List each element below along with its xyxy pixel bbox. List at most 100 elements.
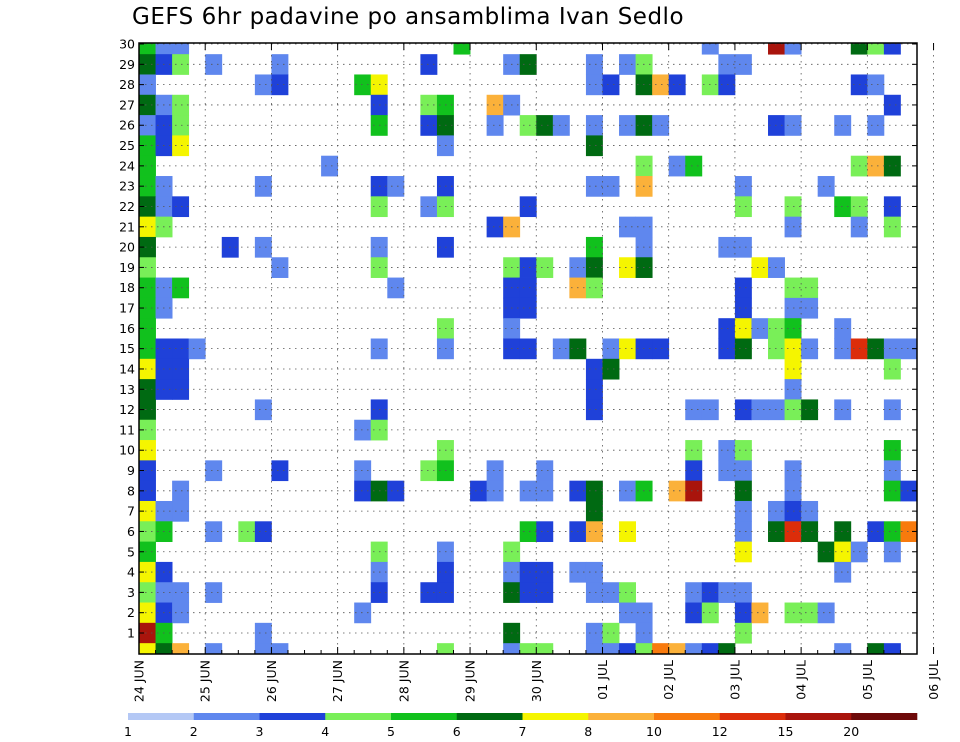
heatmap-cell [139, 643, 156, 655]
heatmap-cell [734, 236, 752, 258]
y-tick-label: 29 [119, 57, 135, 72]
heatmap-cell [254, 176, 272, 197]
heatmap-cell [536, 480, 554, 502]
heatmap-cell [254, 643, 272, 655]
heatmap-cell [172, 338, 190, 360]
heatmap-cell [685, 460, 703, 482]
heatmap-cell [552, 338, 570, 360]
heatmap-cell [834, 521, 852, 542]
heatmap-cell [635, 643, 653, 655]
colorbar-segment [193, 713, 260, 720]
heatmap-cell [602, 622, 620, 644]
heatmap-cell [801, 297, 819, 319]
heatmap-cell [718, 54, 736, 75]
heatmap-cell [734, 176, 752, 197]
heatmap-cell [619, 257, 636, 278]
heatmap-cell [734, 480, 752, 502]
colorbar-segment [785, 713, 852, 720]
heatmap-cell [718, 440, 736, 461]
colorbar-label: 3 [256, 724, 264, 739]
colorbar-label: 8 [584, 724, 592, 739]
y-tick-label: 16 [119, 321, 135, 336]
heatmap-cell [734, 602, 752, 624]
heatmap-cell [734, 54, 752, 75]
heatmap-cell [139, 338, 156, 360]
y-tick-label: 6 [127, 524, 135, 539]
y-tick-label: 14 [119, 361, 135, 376]
heatmap-cell [602, 643, 620, 655]
y-tick-label: 20 [119, 240, 135, 255]
heatmap-cell [834, 561, 852, 583]
x-tick-label: 26 JUN [264, 660, 279, 702]
heatmap-cell [867, 115, 885, 136]
y-tick-label: 21 [119, 219, 135, 234]
heatmap-cell [652, 115, 670, 136]
heatmap-cell [420, 94, 438, 116]
x-tick-label: 05 JUL [860, 660, 875, 700]
heatmap-cell [867, 43, 885, 55]
heatmap-cell [883, 94, 901, 116]
y-tick-label: 22 [119, 199, 135, 214]
heatmap-cell [602, 74, 620, 96]
heatmap-cell [768, 43, 785, 55]
heatmap-cell [801, 338, 819, 360]
heatmap-cell [238, 521, 256, 542]
y-tick-label: 26 [119, 118, 135, 133]
heatmap-cell [883, 399, 901, 421]
heatmap-cell [139, 94, 156, 116]
heatmap-cell [867, 643, 885, 655]
heatmap-cell [470, 480, 488, 502]
colorbar-segment [851, 713, 918, 720]
heatmap-cell [205, 643, 223, 655]
heatmap-cell [619, 643, 636, 655]
heatmap-cell [701, 43, 719, 55]
heatmap-cell [652, 338, 670, 360]
heatmap-cell [354, 460, 372, 482]
heatmap-cell [519, 338, 537, 360]
y-axis: 1234567891011121314151617181920212223242… [119, 37, 917, 641]
heatmap-cell [536, 561, 554, 583]
heatmap-cell [139, 54, 156, 75]
heatmap-cell [883, 480, 901, 502]
heatmap-cell [718, 236, 736, 258]
heatmap-cell [139, 358, 156, 380]
heatmap-cell [519, 297, 537, 319]
heatmap-cell [619, 54, 636, 75]
chart-title: GEFS 6hr padavine po ansamblima Ivan Sed… [132, 4, 685, 30]
x-tick-label: 28 JUN [396, 660, 411, 702]
heatmap-cell [519, 561, 537, 583]
heatmap-cell [701, 643, 719, 655]
heatmap-cell [619, 115, 636, 136]
heatmap-cell [619, 338, 636, 360]
heatmap-cell [900, 480, 918, 502]
heatmap-cell [602, 582, 620, 603]
y-tick-label: 24 [119, 158, 135, 173]
heatmap-cell [519, 480, 537, 502]
heatmap-cell [652, 643, 670, 655]
heatmap-cell [552, 115, 570, 136]
y-tick-label: 28 [119, 77, 135, 92]
heatmap-cell [734, 521, 752, 542]
heatmap-cell [519, 277, 537, 299]
heatmap-cell [139, 440, 156, 461]
heatmap-cell [834, 399, 852, 421]
heatmap-cell [718, 318, 736, 339]
heatmap-cell [734, 460, 752, 482]
heatmap-cell [139, 74, 156, 96]
heatmap-cell [172, 602, 190, 624]
x-tick-label: 29 JUN [463, 660, 478, 702]
heatmap-cell [734, 318, 752, 339]
y-tick-label: 17 [119, 301, 135, 316]
heatmap-cell [321, 155, 339, 177]
heatmap-cell [585, 176, 603, 197]
heatmap-cell [139, 622, 156, 644]
heatmap-cell [271, 74, 289, 96]
heatmap-cell [883, 358, 901, 380]
colorbar-label: 7 [519, 724, 527, 739]
heatmap-cell [519, 257, 537, 278]
x-tick-label: 02 JUL [661, 660, 676, 700]
x-tick-label: 24 JUN [132, 660, 147, 702]
colorbar-segment [456, 713, 523, 720]
heatmap-cell [139, 257, 156, 278]
